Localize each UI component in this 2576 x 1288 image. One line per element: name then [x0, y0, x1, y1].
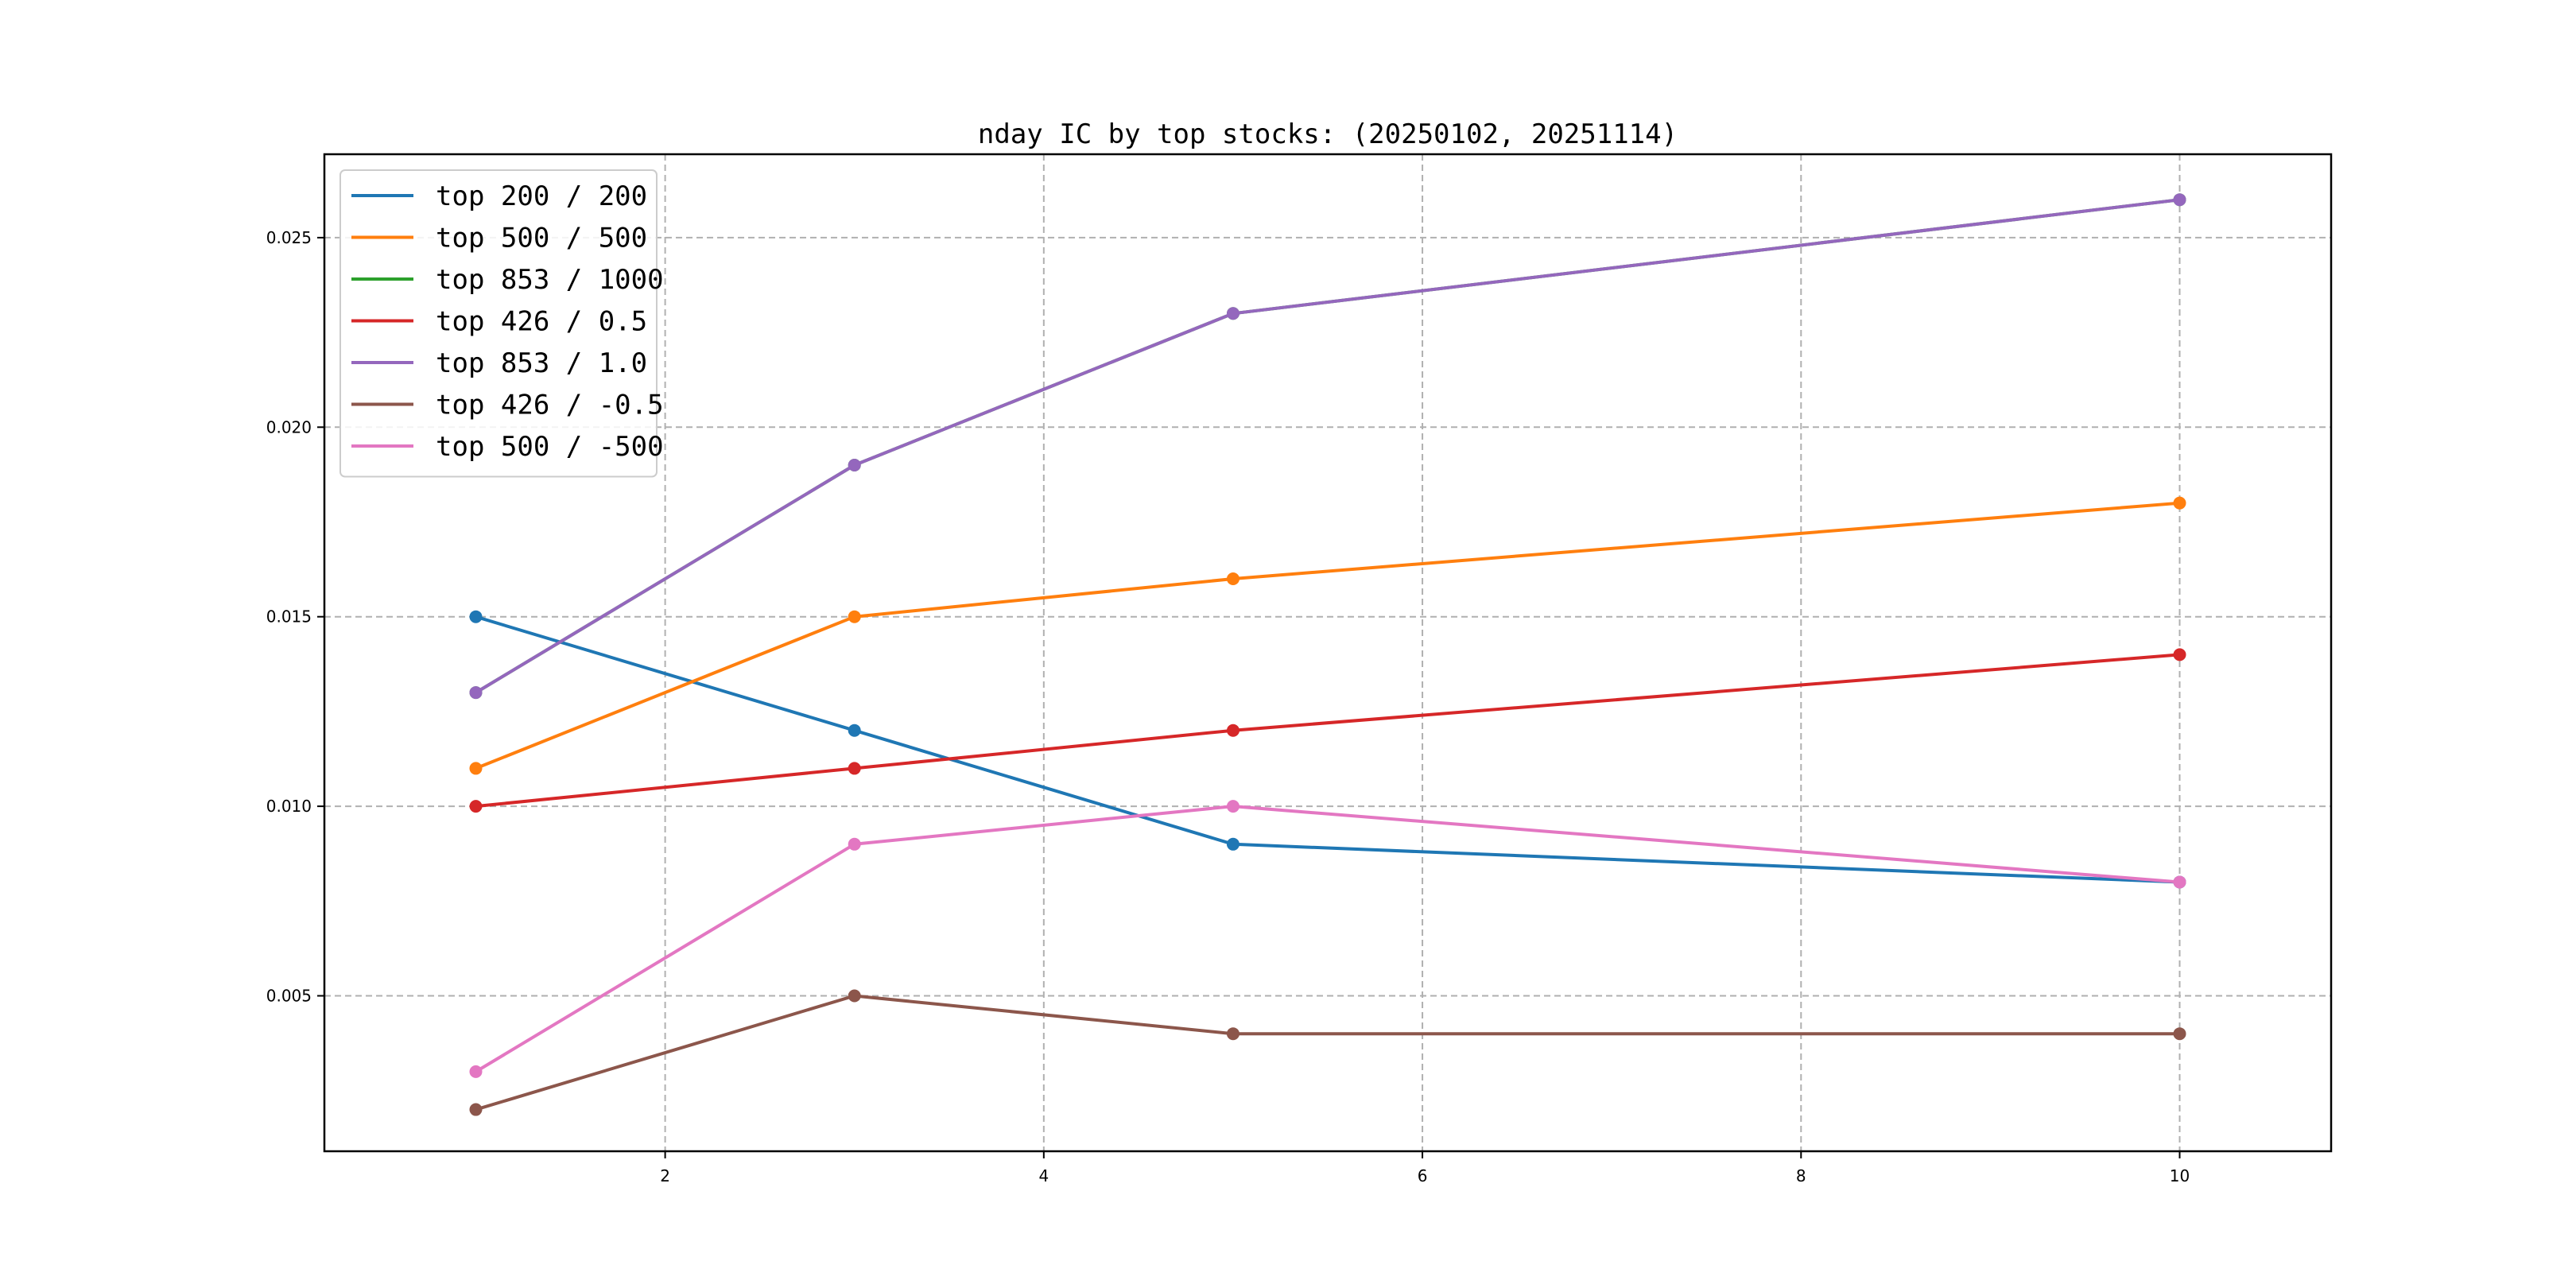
grid [324, 154, 2331, 1151]
series-7 [469, 800, 2186, 1078]
legend-label: top 426 / -0.5 [436, 390, 664, 421]
data-point [469, 610, 483, 623]
data-point [848, 837, 861, 851]
series-line [475, 501, 2180, 770]
series-line [475, 653, 2180, 809]
data-point [1226, 572, 1240, 586]
data-point [848, 762, 861, 775]
data-point [2173, 496, 2186, 510]
data-point [2173, 193, 2186, 207]
series-line [475, 615, 2180, 884]
series-lines [469, 193, 2186, 1116]
chart-title: nday IC by top stocks: (20250102, 202511… [978, 118, 1678, 150]
legend-label: top 500 / 500 [436, 223, 647, 254]
data-point [2173, 648, 2186, 661]
legend-label: top 200 / 200 [436, 180, 647, 212]
legend-label: top 500 / -500 [436, 431, 664, 463]
x-tick-label: 4 [1038, 1166, 1049, 1185]
series-line [475, 198, 2180, 694]
data-point [848, 610, 861, 623]
x-tick-label: 6 [1418, 1166, 1428, 1185]
data-point [1226, 724, 1240, 737]
data-point [469, 1065, 483, 1078]
data-point [848, 724, 861, 737]
data-point [1226, 837, 1240, 851]
data-point [1226, 1027, 1240, 1041]
legend: top 200 / 200 top 500 / 500 top 853 / 1000… [339, 169, 664, 478]
y-tick-label: 0.010 [266, 797, 312, 816]
legend-label: top 426 / 0.5 [436, 306, 647, 338]
y-tick-label: 0.025 [266, 228, 312, 247]
x-tick-label: 10 [2170, 1166, 2190, 1185]
data-point [469, 800, 483, 813]
legend-label: top 853 / 1000 [436, 264, 664, 296]
legend-box [339, 169, 658, 478]
x-tick-label: 2 [660, 1166, 670, 1185]
data-point [1226, 307, 1240, 320]
series-2 [469, 496, 2186, 775]
data-point [469, 686, 483, 700]
data-point [469, 1103, 483, 1116]
data-point [848, 458, 861, 471]
data-point [2173, 1027, 2186, 1041]
y-tick-label: 0.015 [266, 607, 312, 627]
legend-label: top 853 / 1.0 [436, 347, 647, 379]
series-line [475, 805, 2180, 1073]
series-4 [469, 648, 2186, 813]
x-tick-label: 8 [1796, 1166, 1806, 1185]
series-6 [469, 989, 2186, 1116]
series-5 [469, 193, 2186, 700]
data-point [1226, 800, 1240, 813]
y-tick-label: 0.020 [266, 417, 312, 436]
axis-ticks: 2 4 6 8 10 0.005 0.010 0.015 0.020 0.025 [266, 228, 2190, 1185]
data-point [469, 762, 483, 775]
data-point [848, 989, 861, 1003]
plot-frame [323, 153, 2333, 1153]
y-tick-label: 0.005 [266, 987, 312, 1006]
data-point [2173, 875, 2186, 889]
series-line [475, 994, 2180, 1111]
